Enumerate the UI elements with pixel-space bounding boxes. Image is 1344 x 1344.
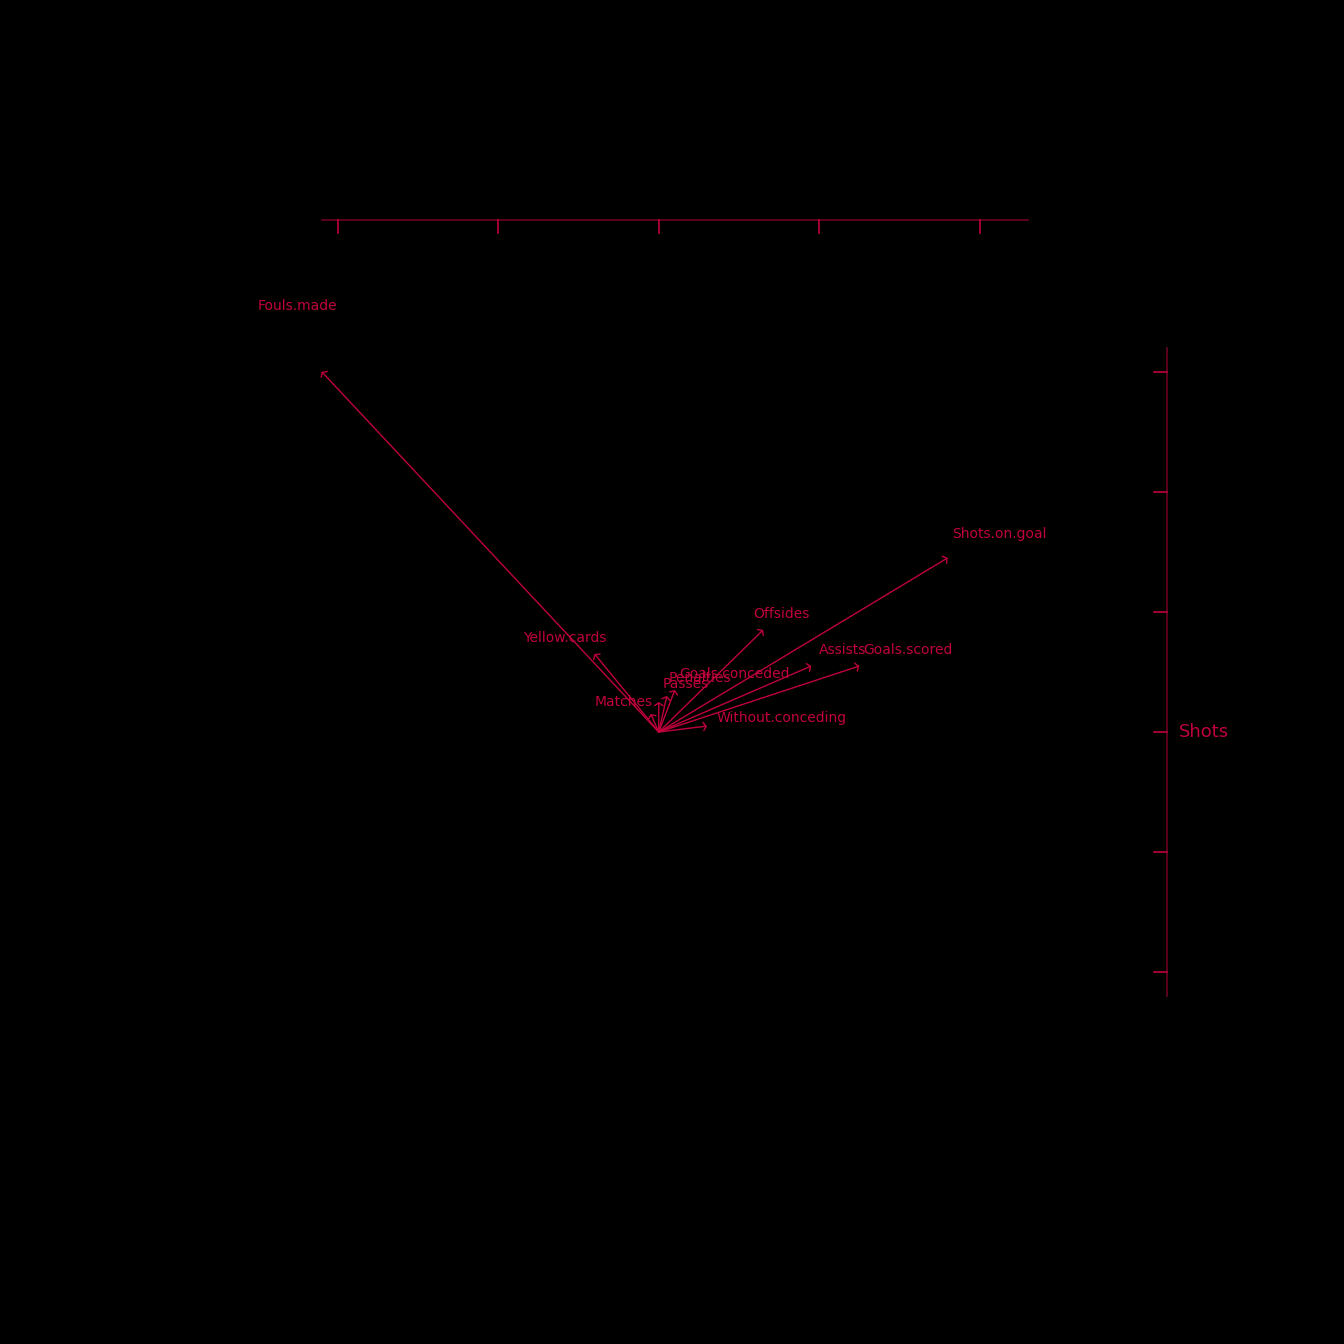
Text: Penalties: Penalties (668, 671, 731, 685)
Text: Assists: Assists (820, 644, 867, 657)
Text: Without.conceding: Without.conceding (716, 711, 847, 724)
Text: Offsides: Offsides (754, 607, 810, 621)
Text: Yellow.cards: Yellow.cards (523, 632, 606, 645)
Text: Passes: Passes (663, 677, 710, 691)
Text: Goals.conceded: Goals.conceded (679, 668, 789, 681)
Text: Shots: Shots (1179, 723, 1230, 741)
Text: Shots.on.goal: Shots.on.goal (952, 527, 1046, 540)
Text: Matches: Matches (594, 695, 652, 710)
Text: Goals.scored: Goals.scored (863, 644, 953, 657)
Text: Fouls.made: Fouls.made (258, 298, 337, 313)
